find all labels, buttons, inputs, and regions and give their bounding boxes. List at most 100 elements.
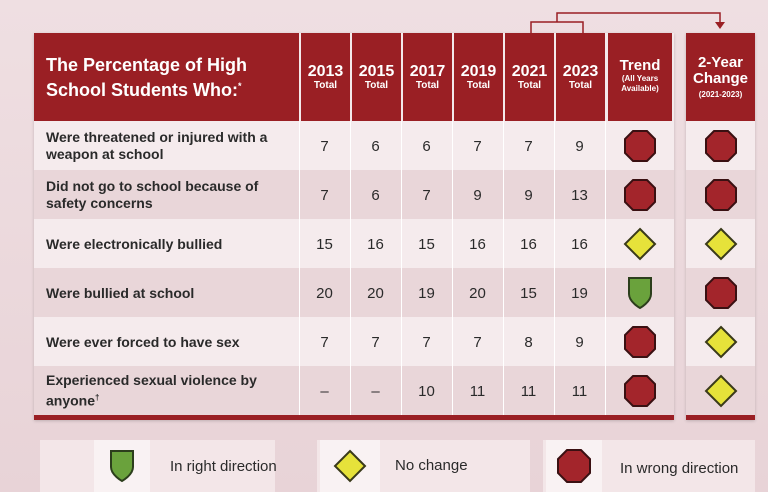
- octagon-icon: [624, 130, 656, 162]
- legend-right-label: In right direction: [170, 458, 277, 475]
- year-header-sub: Total: [364, 80, 389, 91]
- value-cell-2019: 11: [469, 382, 486, 400]
- value-cell-2015: 6: [371, 186, 380, 204]
- change-cell: [686, 366, 755, 416]
- year-header-2013: 2013 Total: [299, 33, 350, 121]
- row-label: Experienced sexual violence by anyone†: [46, 366, 296, 416]
- table-row: Experienced sexual violence by anyone† – –…: [34, 366, 674, 416]
- column-divider: [605, 121, 606, 415]
- row-label-text: Were electronically bullied: [46, 235, 223, 252]
- value-cell-2017: 6: [422, 137, 431, 155]
- row-label: Were bullied at school: [46, 268, 296, 318]
- octagon-icon: [624, 179, 656, 211]
- value-cell-2017: 7: [422, 186, 431, 204]
- row-label: Did not go to school because of safety c…: [46, 170, 296, 220]
- value-cell-2017: 7: [422, 333, 431, 351]
- value-cell-2021: 11: [520, 382, 537, 400]
- value-cell-2013: 7: [320, 186, 329, 204]
- value-cell-2023: 16: [571, 235, 588, 253]
- value-cell-2013: 15: [316, 235, 333, 253]
- value-cell-2015: 7: [371, 333, 380, 351]
- octagon-icon: [624, 326, 656, 358]
- legend-nochange-label: No change: [395, 457, 468, 474]
- trend-cell: [606, 170, 674, 220]
- year-header-sub: Total: [466, 80, 491, 91]
- year-header-year: 2015: [358, 63, 395, 80]
- value-cell-2013: 7: [320, 137, 329, 155]
- diamond-icon: [704, 227, 737, 261]
- octagon-icon: [624, 375, 656, 407]
- change-header-title2: Change: [692, 70, 748, 87]
- value-cell-2021: 15: [520, 284, 537, 302]
- value-cell-2013: –: [320, 382, 329, 400]
- change-header-title1: 2-Year: [697, 54, 744, 71]
- row-label-text: Did not go to school because of safety c…: [46, 178, 259, 211]
- legend-right-icon-box: [94, 440, 150, 492]
- row-label-text: Were threatened or injured with a weapon…: [46, 129, 268, 162]
- table-row: Were bullied at school 20 20 19 20 15 19: [34, 268, 674, 318]
- change-cell: [686, 317, 755, 367]
- legend-wrong-label: In wrong direction: [620, 460, 739, 477]
- row-label: Were ever forced to have sex: [46, 317, 296, 367]
- year-header-sub: Total: [517, 80, 542, 91]
- trend-cell: [606, 121, 674, 171]
- diamond-icon: [704, 325, 737, 359]
- data-table: The Percentage of High School Students W…: [34, 33, 674, 420]
- year-header-sub: Total: [313, 80, 338, 91]
- table-row: Were threatened or injured with a weapon…: [34, 121, 674, 171]
- shield-icon: [628, 277, 652, 310]
- year-header-year: 2021: [511, 63, 548, 80]
- value-cell-2023: 9: [575, 333, 584, 351]
- column-divider: [401, 121, 402, 415]
- row-footnote-marker: †: [95, 393, 100, 403]
- column-divider: [452, 121, 453, 415]
- change-cell: [686, 268, 755, 318]
- octagon-icon: [704, 130, 737, 162]
- diamond-icon: [333, 449, 367, 483]
- table-row: Were ever forced to have sex 7 7 7 7 8 9: [34, 317, 674, 367]
- row-label-text: Experienced sexual violence by anyone†: [46, 372, 257, 409]
- legend-wrong-icon-box: [546, 440, 602, 492]
- column-divider: [503, 121, 504, 415]
- octagon-icon: [704, 179, 737, 211]
- trend-header-sub1: (All Years: [621, 74, 659, 83]
- column-divider: [554, 121, 555, 415]
- legend-right-box: [40, 440, 275, 492]
- value-cell-2013: 7: [320, 333, 329, 351]
- column-divider: [299, 121, 300, 415]
- year-header-year: 2023: [562, 63, 599, 80]
- value-cell-2021: 7: [524, 137, 533, 155]
- value-cell-2019: 7: [473, 137, 482, 155]
- trend-cell: [606, 268, 674, 318]
- trend-header-sub2: Available): [621, 84, 659, 93]
- value-cell-2023: 13: [571, 186, 588, 204]
- value-cell-2017: 10: [418, 382, 435, 400]
- year-header-sub: Total: [415, 80, 440, 91]
- table-row: Did not go to school because of safety c…: [34, 170, 674, 220]
- value-cell-2019: 7: [473, 333, 482, 351]
- trend-cell: [606, 366, 674, 416]
- year-header-year: 2019: [460, 63, 497, 80]
- row-label: Were threatened or injured with a weapon…: [46, 121, 296, 171]
- year-header-2021: 2021 Total: [503, 33, 554, 121]
- value-cell-2023: 11: [571, 382, 588, 400]
- year-header-year: 2017: [409, 63, 446, 80]
- value-cell-2015: 6: [371, 137, 380, 155]
- change-bottom-bar: [686, 415, 755, 420]
- table-title: The Percentage of High School Students W…: [34, 33, 299, 121]
- year-header-sub: Total: [568, 80, 593, 91]
- table-title-text: The Percentage of High School Students W…: [46, 55, 248, 100]
- title-footnote-marker: *: [237, 81, 242, 91]
- change-header: 2-Year Change (2021-2023): [686, 33, 755, 121]
- octagon-icon: [704, 277, 737, 309]
- year-header-2023: 2023 Total: [554, 33, 605, 121]
- row-label-text: Were ever forced to have sex: [46, 333, 240, 350]
- value-cell-2019: 20: [469, 284, 486, 302]
- change-cell: [686, 121, 755, 171]
- table-bottom-bar: [34, 415, 674, 420]
- row-label-text: Were bullied at school: [46, 284, 195, 301]
- diamond-icon: [704, 374, 737, 408]
- value-cell-2017: 19: [418, 284, 435, 302]
- year-header-2015: 2015 Total: [350, 33, 401, 121]
- legend-nochange-icon-box: [320, 440, 380, 492]
